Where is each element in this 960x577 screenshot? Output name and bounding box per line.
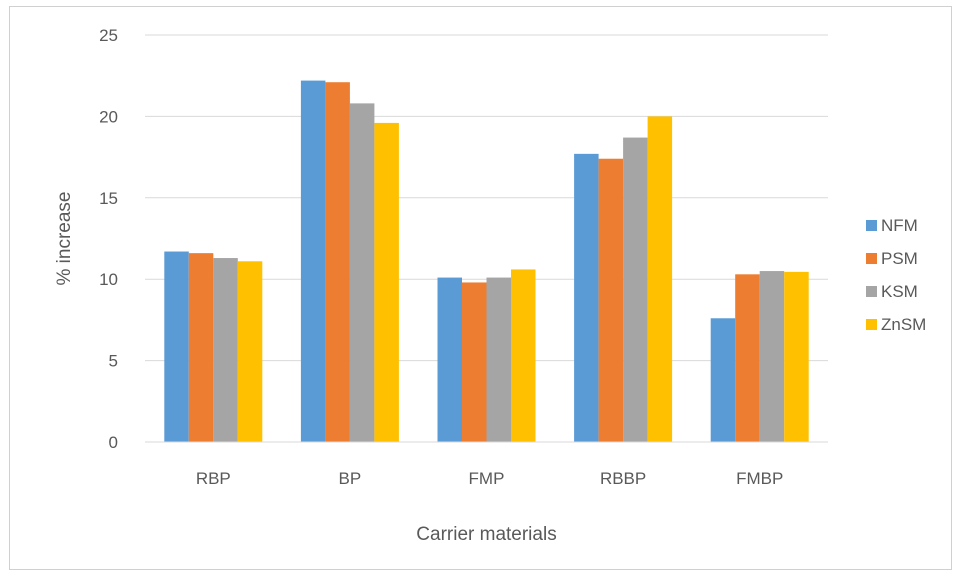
legend-label-ksm: KSM <box>881 282 918 301</box>
legend-swatch-ksm <box>866 286 877 297</box>
x-tick-label: FMBP <box>736 469 783 488</box>
bar-znsm-bp <box>374 123 399 442</box>
bar-psm-rbbp <box>599 159 624 442</box>
x-tick-label: RBP <box>196 469 231 488</box>
bar-nfm-bp <box>301 81 326 442</box>
bar-znsm-rbp <box>238 261 262 442</box>
y-tick-label: 0 <box>109 433 118 452</box>
bar-nfm-rbbp <box>574 154 599 442</box>
bar-psm-bp <box>325 82 350 442</box>
bars <box>164 81 808 442</box>
bar-ksm-rbp <box>213 258 238 442</box>
bar-ksm-fmp <box>487 278 512 442</box>
legend-swatch-nfm <box>866 220 877 231</box>
bar-ksm-bp <box>350 103 375 442</box>
bar-psm-rbp <box>189 253 214 442</box>
bar-nfm-fmp <box>438 278 463 442</box>
bar-znsm-fmbp <box>784 272 809 442</box>
bar-ksm-fmbp <box>760 271 785 442</box>
bar-ksm-rbbp <box>623 138 648 442</box>
bar-znsm-rbbp <box>648 116 673 442</box>
legend: NFM PSM KSM ZnSM <box>866 216 926 334</box>
legend-label-znsm: ZnSM <box>881 315 926 334</box>
bar-psm-fmp <box>462 282 487 442</box>
y-tick-label: 10 <box>99 270 118 289</box>
bar-nfm-rbp <box>164 252 189 442</box>
y-tick-label: 5 <box>109 352 118 371</box>
bar-znsm-fmp <box>511 269 536 442</box>
legend-label-nfm: NFM <box>881 216 918 235</box>
x-tick-label: BP <box>339 469 362 488</box>
legend-swatch-psm <box>866 253 877 264</box>
y-tick-label: 20 <box>99 107 118 126</box>
bar-psm-fmbp <box>735 274 760 442</box>
y-axis-title: % increase <box>54 192 75 286</box>
legend-label-psm: PSM <box>881 249 918 268</box>
bar-nfm-fmbp <box>711 318 736 442</box>
legend-swatch-znsm <box>866 319 877 330</box>
y-tick-label: 25 <box>99 26 118 45</box>
x-axis-ticks: RBP BP FMP RBBP FMBP <box>196 469 784 488</box>
x-axis-title: Carrier materials <box>416 524 556 545</box>
x-tick-label: FMP <box>469 469 505 488</box>
x-tick-label: RBBP <box>600 469 646 488</box>
y-tick-label: 15 <box>99 189 118 208</box>
y-axis-ticks: 0 5 10 15 20 25 <box>99 26 118 452</box>
